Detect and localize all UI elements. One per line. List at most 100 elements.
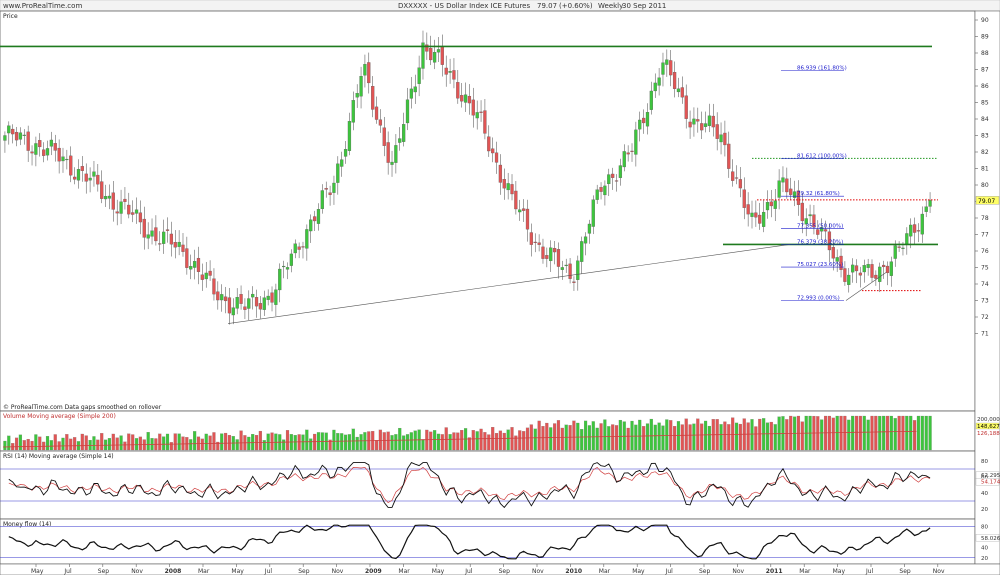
time-month-label: May bbox=[31, 568, 44, 575]
volume-bar bbox=[204, 433, 208, 451]
candle-body bbox=[312, 216, 317, 222]
candle-body bbox=[680, 87, 684, 98]
volume-bar bbox=[45, 436, 50, 451]
candle-body bbox=[502, 179, 506, 189]
volume-bar bbox=[901, 415, 905, 451]
candle-body bbox=[533, 241, 537, 243]
volume-bar bbox=[611, 424, 615, 451]
volume-bar bbox=[522, 431, 526, 451]
candle-body bbox=[270, 292, 274, 303]
candle-body bbox=[227, 297, 232, 314]
volume-bar bbox=[224, 432, 228, 451]
candle-body bbox=[417, 67, 421, 84]
time-year-label: 2010 bbox=[565, 568, 582, 575]
rsi-value-tag-label: 62.295 bbox=[981, 473, 1000, 479]
candle-body bbox=[750, 212, 754, 217]
volume-last-tag-label: 148,627 bbox=[977, 424, 1000, 430]
volume-bar bbox=[26, 438, 30, 451]
volume-bar bbox=[162, 436, 166, 451]
volume-bar bbox=[282, 439, 286, 451]
volume-bar bbox=[134, 438, 139, 451]
fib-level-label: 81.612 (100.00%) bbox=[797, 153, 847, 159]
candle-body bbox=[212, 278, 216, 295]
candle-body bbox=[491, 148, 495, 154]
candle-body bbox=[88, 177, 92, 181]
volume-bar bbox=[700, 423, 704, 451]
volume-bar bbox=[591, 421, 595, 451]
price-tick-label: 77 bbox=[981, 232, 989, 239]
candle-body bbox=[881, 264, 886, 268]
candle-body bbox=[711, 115, 715, 128]
volume-bar bbox=[173, 433, 177, 451]
candle-body bbox=[545, 255, 549, 259]
volume-bar bbox=[293, 435, 297, 451]
time-month-label: Sep bbox=[899, 568, 911, 575]
candle-body bbox=[800, 202, 804, 222]
volume-bar bbox=[630, 420, 634, 451]
candle-body bbox=[471, 99, 475, 116]
volume-bar bbox=[673, 426, 677, 451]
mf-value-tag bbox=[975, 534, 1000, 542]
price-tick-label: 88 bbox=[981, 50, 989, 57]
volume-bar bbox=[703, 420, 708, 451]
candle-body bbox=[243, 306, 247, 310]
volume-last-tag bbox=[975, 422, 1000, 430]
candle-body bbox=[11, 128, 15, 135]
volume-bar bbox=[386, 431, 390, 451]
candle-body bbox=[808, 214, 812, 217]
volume-bar bbox=[429, 431, 433, 451]
time-month-label: Nov bbox=[131, 568, 143, 575]
candle-body bbox=[463, 94, 468, 103]
candle-body bbox=[665, 59, 669, 65]
candle-body bbox=[131, 212, 135, 215]
candle-body bbox=[359, 76, 363, 97]
candle-body bbox=[692, 118, 696, 125]
candle-body bbox=[781, 177, 785, 183]
candle-body bbox=[642, 117, 646, 124]
candle-body bbox=[707, 115, 712, 126]
candle-body bbox=[274, 289, 278, 305]
volume-bar bbox=[216, 441, 220, 451]
time-month-label: Sep bbox=[98, 568, 110, 575]
volume-bar bbox=[212, 432, 216, 451]
candle-body bbox=[676, 88, 681, 93]
volume-bar bbox=[107, 438, 112, 451]
candle-body bbox=[618, 165, 623, 178]
volume-bar bbox=[765, 422, 770, 451]
candle-body bbox=[111, 192, 115, 210]
volume-bar bbox=[649, 418, 653, 451]
volume-bar bbox=[924, 415, 928, 451]
price-axis: 9089888786858483828180797877767574737271 bbox=[975, 17, 989, 338]
money-flow-line bbox=[8, 524, 931, 560]
volume-bar bbox=[409, 432, 413, 451]
candle-body bbox=[367, 62, 371, 84]
volume-bar bbox=[731, 417, 735, 451]
candle-body bbox=[924, 206, 928, 212]
candle-body bbox=[587, 223, 592, 234]
candle-body bbox=[247, 298, 251, 309]
candle-body bbox=[69, 155, 73, 176]
candle-body bbox=[285, 267, 290, 270]
candle-body bbox=[460, 95, 464, 102]
candle-body bbox=[769, 201, 773, 207]
candle-body bbox=[100, 181, 104, 199]
volume-bar bbox=[920, 415, 924, 451]
candle-body bbox=[568, 263, 572, 279]
volume-bar bbox=[518, 430, 522, 451]
candle-body bbox=[103, 196, 108, 200]
candle-body bbox=[3, 135, 7, 141]
price-tick-label: 75 bbox=[981, 265, 989, 272]
volume-bar bbox=[607, 426, 611, 451]
candle-body bbox=[432, 52, 437, 63]
candle-body bbox=[905, 233, 909, 245]
candle-body bbox=[854, 265, 859, 272]
candle-body bbox=[297, 246, 301, 250]
volume-bar bbox=[34, 434, 38, 451]
volume-bar bbox=[854, 415, 859, 451]
volume-bar bbox=[88, 439, 92, 451]
candle-body bbox=[700, 123, 704, 131]
volume-bar bbox=[754, 426, 758, 451]
candle-body bbox=[448, 71, 452, 73]
volume-bar bbox=[394, 434, 398, 451]
candle-body bbox=[18, 132, 23, 140]
